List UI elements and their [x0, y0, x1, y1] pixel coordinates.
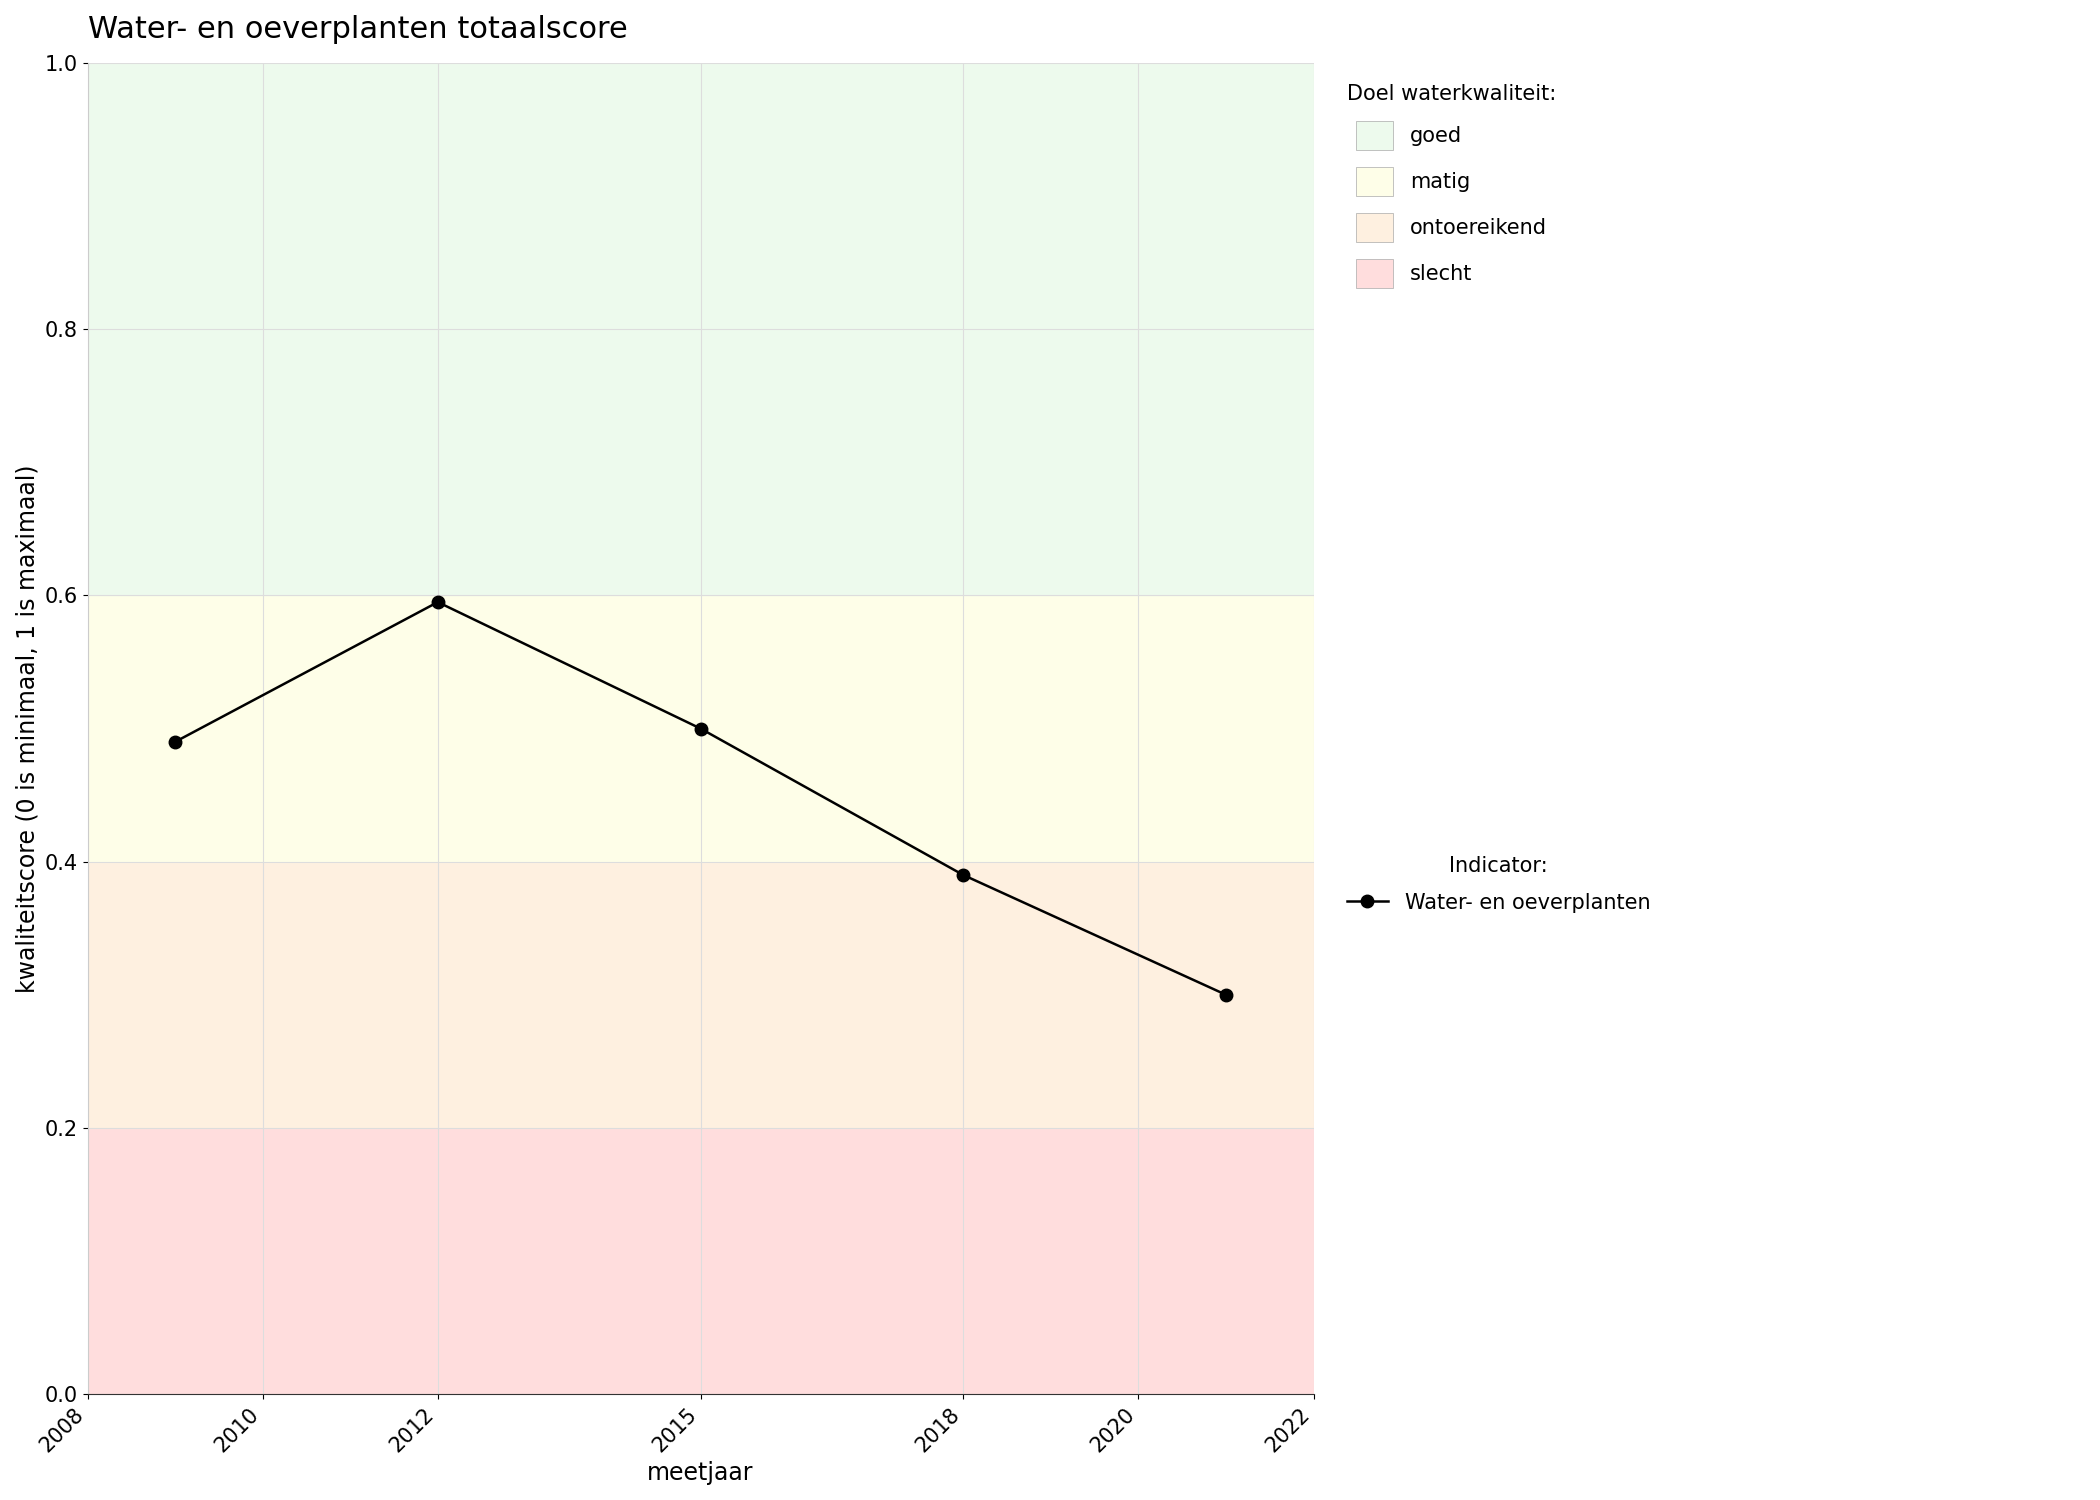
Bar — [88, 63, 1312, 596]
Text: Water- en oeverplanten totaalscore: Water- en oeverplanten totaalscore — [88, 15, 628, 44]
Bar — [88, 861, 1312, 1128]
X-axis label: meetjaar: meetjaar — [647, 1461, 754, 1485]
Bar — [88, 1128, 1312, 1394]
Y-axis label: kwaliteitscore (0 is minimaal, 1 is maximaal): kwaliteitscore (0 is minimaal, 1 is maxi… — [15, 465, 40, 993]
Legend: Water- en oeverplanten: Water- en oeverplanten — [1336, 846, 1661, 922]
Bar — [88, 596, 1312, 861]
